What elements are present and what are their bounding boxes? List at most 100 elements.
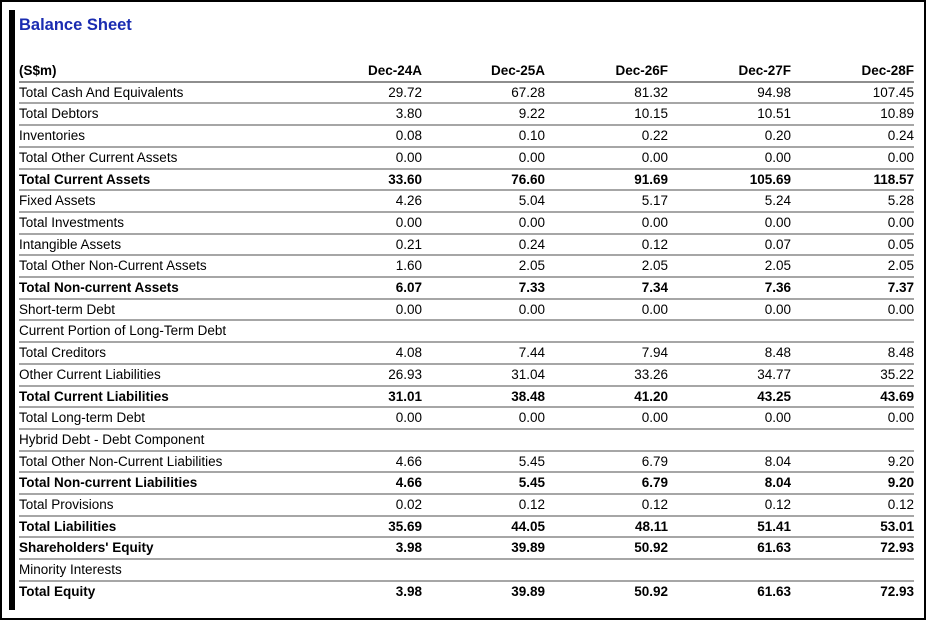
- table-row: Total Cash And Equivalents 29.72 67.28 81.3…: [19, 82, 914, 104]
- cell-value: 48.11: [634, 518, 668, 534]
- page-title: Balance Sheet: [19, 16, 132, 34]
- cell-value: 72.93: [880, 540, 914, 556]
- cell-value: 41.20: [634, 388, 668, 404]
- cell-value: 7.44: [518, 345, 545, 361]
- cell-value: 31.04: [511, 366, 545, 382]
- cell-value: 0.00: [764, 410, 791, 426]
- cell-value: 0.12: [887, 497, 914, 513]
- cell-value: 0.21: [395, 236, 422, 252]
- cell-value: 3.80: [395, 106, 422, 122]
- table-row: Total Other Non-Current Assets 1.60 2.05 2.…: [19, 255, 914, 278]
- cell-value: 34.77: [757, 366, 791, 382]
- cell-value: 0.00: [641, 149, 668, 165]
- cell-value: 76.60: [511, 171, 545, 187]
- cell-value: [422, 559, 545, 581]
- cell-value: 0.05: [887, 236, 914, 252]
- cell-value: 0.12: [641, 497, 668, 513]
- table-row: Total Provisions 0.02 0.12 0.12 0.12 0.12: [19, 494, 914, 516]
- table-row: Total Other Non-Current Liabilities 4.66 5…: [19, 451, 914, 473]
- row-label: Inventories: [19, 128, 86, 144]
- left-accent-bar: [9, 10, 15, 610]
- row-label: Other Current Liabilities: [19, 366, 161, 382]
- column-header: Dec-25A: [490, 63, 545, 78]
- cell-value: [545, 559, 668, 581]
- cell-value: [422, 429, 545, 451]
- cell-value: 6.07: [395, 280, 422, 296]
- balance-sheet-table: (S$m) Dec-24A Dec-25A Dec-26F Dec-27F Dec-28…: [19, 61, 914, 602]
- cell-value: 9.20: [887, 475, 914, 491]
- row-label: Total Creditors: [19, 345, 107, 361]
- cell-value: 8.04: [764, 453, 791, 469]
- column-header: Dec-24A: [367, 63, 422, 78]
- cell-value: 8.48: [887, 345, 914, 361]
- cell-value: 0.12: [764, 497, 791, 513]
- cell-value: 5.28: [887, 193, 914, 209]
- cell-value: 72.93: [880, 583, 914, 599]
- row-label: Total Liabilities: [19, 518, 117, 534]
- row-label: Minority Interests: [19, 562, 122, 578]
- cell-value: 0.00: [518, 301, 545, 317]
- cell-value: 0.12: [641, 236, 668, 252]
- cell-value: 9.20: [887, 453, 914, 469]
- cell-value: 33.26: [634, 366, 668, 382]
- row-label: Total Other Non-Current Liabilities: [19, 453, 223, 469]
- cell-value: 2.05: [887, 258, 914, 274]
- row-label: Total Current Liabilities: [19, 388, 169, 404]
- column-header: Dec-26F: [615, 63, 668, 78]
- table-row: Total Non-current Assets 6.07 7.33 7.34 7.36…: [19, 277, 914, 299]
- row-label: Shareholders' Equity: [19, 540, 154, 556]
- cell-value: [545, 429, 668, 451]
- cell-value: 4.26: [395, 193, 422, 209]
- cell-value: 38.48: [511, 388, 545, 404]
- row-label: Total Other Current Assets: [19, 149, 178, 165]
- cell-value: 7.36: [764, 280, 791, 296]
- cell-value: [299, 320, 422, 342]
- table-row: Current Portion of Long-Term Debt: [19, 320, 914, 343]
- cell-value: 61.63: [757, 583, 791, 599]
- cell-value: 0.00: [887, 301, 914, 317]
- cell-value: 94.98: [757, 84, 791, 100]
- cell-value: 107.45: [872, 84, 914, 100]
- cell-value: 118.57: [873, 171, 914, 187]
- cell-value: 0.12: [518, 497, 545, 513]
- cell-value: [422, 320, 545, 342]
- table-row: Minority Interests: [19, 559, 914, 581]
- table-row: Fixed Assets 4.26 5.04 5.17 5.24 5.28: [19, 190, 914, 212]
- cell-value: 43.69: [880, 388, 914, 404]
- table-header-row: (S$m) Dec-24A Dec-25A Dec-26F Dec-27F Dec-28…: [19, 61, 914, 82]
- cell-value: 5.17: [641, 193, 668, 209]
- cell-value: 29.72: [388, 84, 422, 100]
- cell-value: 0.00: [887, 410, 914, 426]
- cell-value: 3.98: [395, 583, 422, 599]
- cell-value: 4.66: [395, 475, 422, 491]
- cell-value: 10.89: [880, 106, 914, 122]
- cell-value: 0.00: [518, 214, 545, 230]
- cell-value: 61.63: [757, 540, 791, 556]
- cell-value: 0.07: [764, 236, 791, 252]
- cell-value: 6.79: [641, 453, 668, 469]
- cell-value: 0.10: [518, 128, 545, 144]
- column-header: Dec-27F: [738, 63, 791, 78]
- table-row: Inventories 0.08 0.10 0.22 0.20 0.24: [19, 125, 914, 147]
- cell-value: 0.22: [641, 128, 668, 144]
- cell-value: 2.05: [518, 258, 545, 274]
- table-row: Total Long-term Debt 0.00 0.00 0.00 0.00 0.00: [19, 407, 914, 429]
- row-label: Total Long-term Debt: [19, 410, 146, 426]
- cell-value: [299, 559, 422, 581]
- cell-value: 43.25: [757, 388, 791, 404]
- cell-value: 39.89: [511, 583, 545, 599]
- column-header: Dec-28F: [861, 63, 914, 78]
- cell-value: [668, 559, 791, 581]
- cell-value: 81.32: [634, 84, 668, 100]
- table-row: Total Non-current Liabilities 4.66 5.45 6.7…: [19, 472, 914, 495]
- cell-value: 1.60: [395, 258, 422, 274]
- cell-value: 0.00: [641, 410, 668, 426]
- table-row: Total Creditors 4.08 7.44 7.94 8.48 8.48: [19, 342, 914, 364]
- cell-value: 35.22: [880, 366, 914, 382]
- cell-value: [791, 320, 914, 342]
- cell-value: 3.98: [395, 540, 422, 556]
- table-row: Total Current Liabilities 31.01 38.48 41.20…: [19, 386, 914, 408]
- cell-value: 31.01: [388, 388, 422, 404]
- cell-value: 0.00: [764, 214, 791, 230]
- cell-value: 5.45: [518, 453, 545, 469]
